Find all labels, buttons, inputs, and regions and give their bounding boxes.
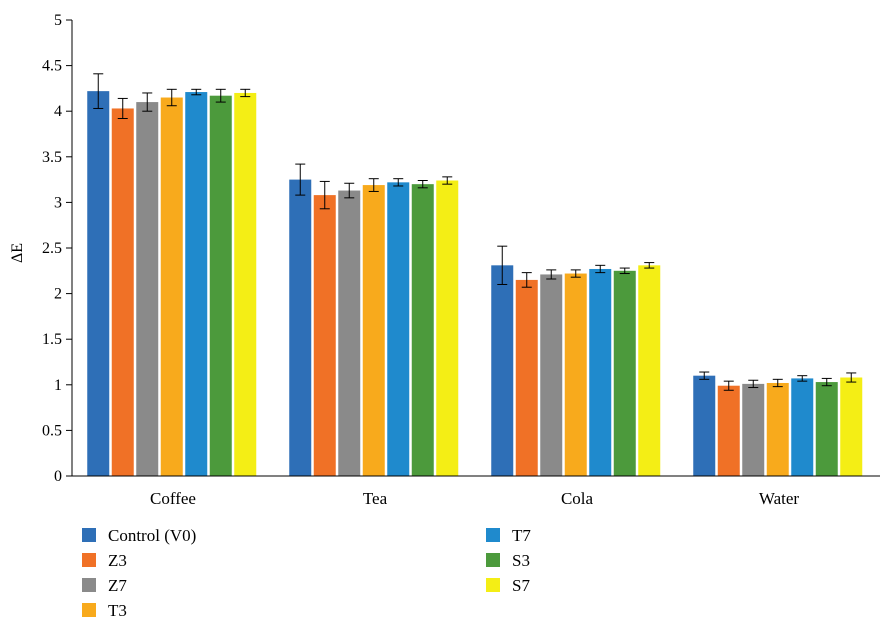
legend-swatch [82,603,96,617]
y-tick-label: 4.5 [42,58,62,75]
x-category-label: Cola [561,489,594,508]
bar-water-control-v0 [693,375,716,476]
x-category-label: Water [759,489,799,508]
y-tick-label: 3.5 [42,149,62,166]
legend-swatch [486,578,500,592]
bar-cola-s3 [613,270,636,476]
bar-water-z3 [717,385,740,476]
y-tick-label: 2 [54,286,62,303]
y-tick-label: 5 [54,12,62,29]
x-category-label: Coffee [150,489,196,508]
y-tick-label: 4 [54,103,62,120]
bar-series [87,91,863,477]
bar-cola-s7 [638,265,661,476]
y-tick-label: 1 [54,377,62,394]
y-tick-label: 2.5 [42,240,62,257]
legend-swatch [82,528,96,542]
y-tick-label: 1.5 [42,331,62,348]
legend: Control (V0) Z3 Z7 T3 T7 S3 S7 [82,526,531,620]
bar-tea-s7 [436,180,459,476]
bar-coffee-t7 [185,92,208,476]
legend-label: Z7 [108,576,127,595]
bar-coffee-t3 [160,97,183,477]
bar-tea-z7 [338,190,361,476]
bar-cola-z7 [540,274,563,476]
bar-coffee-s7 [234,92,257,477]
bar-cola-t3 [564,273,587,476]
legend-swatch [82,578,96,592]
legend-label: S3 [512,551,530,570]
bar-coffee-control-v0 [87,91,110,477]
bar-cola-control-v0 [491,265,514,476]
bar-water-t3 [766,382,789,476]
x-axis-category-labels: Coffee Tea Cola Water [150,489,799,508]
y-tick-label: 0.5 [42,422,62,439]
bar-cola-z3 [515,279,538,476]
y-axis-title: ΔE [9,243,26,263]
bar-coffee-z7 [136,102,159,476]
bar-tea-control-v0 [289,179,312,476]
bar-water-s7 [840,377,863,476]
bar-cola-t7 [589,268,612,476]
bar-water-t7 [791,378,814,476]
legend-swatch [82,553,96,567]
legend-label: T3 [108,601,127,620]
legend-swatch [486,553,500,567]
legend-label: S7 [512,576,530,595]
legend-label: T7 [512,526,531,545]
bar-coffee-z3 [111,108,134,477]
x-category-label: Tea [363,489,388,508]
legend-label: Z3 [108,551,127,570]
bar-tea-z3 [313,195,336,476]
bar-tea-s3 [411,184,434,476]
y-axis-ticks: 0 0.5 1 1.5 2 2.5 3 3.5 4 4.5 5 [42,12,72,485]
bar-tea-t7 [387,182,410,476]
y-tick-label: 3 [54,194,62,211]
legend-label: Control (V0) [108,526,196,545]
bar-tea-t3 [362,185,385,476]
bar-water-z7 [742,383,765,476]
y-tick-label: 0 [54,468,62,485]
bar-coffee-s3 [209,95,232,477]
bar-water-s3 [815,382,838,476]
legend-swatch [486,528,500,542]
error-bars [93,73,857,391]
